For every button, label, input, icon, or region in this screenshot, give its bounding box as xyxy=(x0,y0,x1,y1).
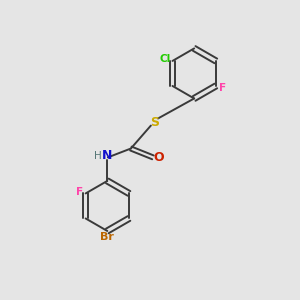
Text: F: F xyxy=(76,187,83,197)
Text: H: H xyxy=(94,151,102,161)
Text: N: N xyxy=(102,149,112,162)
Text: F: F xyxy=(219,83,226,93)
Text: S: S xyxy=(150,116,159,128)
Text: Br: Br xyxy=(100,232,114,242)
Text: Cl: Cl xyxy=(160,54,171,64)
Text: O: O xyxy=(153,151,164,164)
